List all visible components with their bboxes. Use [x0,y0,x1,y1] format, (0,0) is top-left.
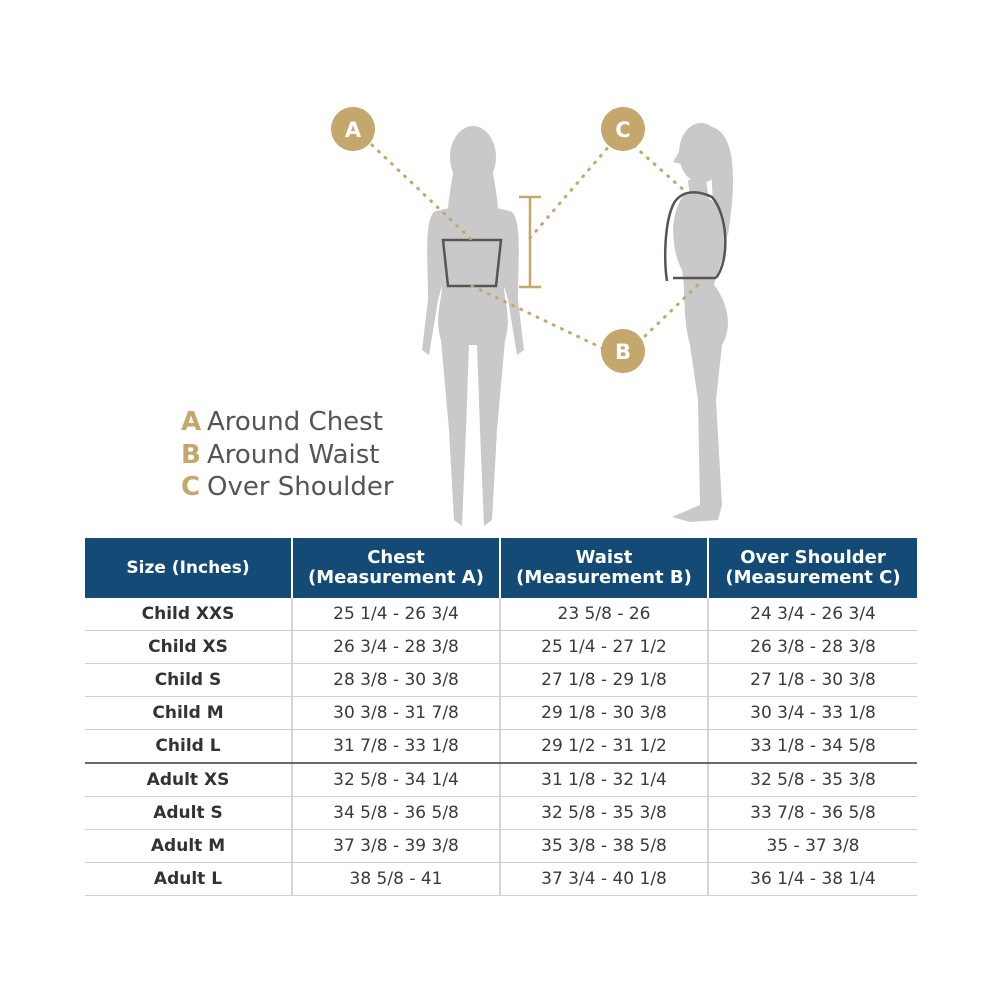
table-row: Child XXS 25 1/4 - 26 3/4 23 5/8 - 26 24… [85,598,917,631]
shoulder-outline [664,191,727,282]
waist-cell: 29 1/2 - 31 1/2 [499,729,708,764]
header-chest: Chest (Measurement A) [291,538,500,598]
legend-key: B [181,439,201,470]
size-cell: Child M [85,696,292,730]
table-header-row: Size (Inches) Chest (Measurement A) Waist… [85,538,917,598]
size-cell: Child L [85,729,292,764]
chest-cell: 38 5/8 - 41 [291,862,500,896]
table-row: Adult XS 32 5/8 - 34 1/4 31 1/8 - 32 1/4… [85,763,917,797]
legend-item-waist: B Around Waist [181,439,394,472]
table-row: Child S 28 3/8 - 30 3/8 27 1/8 - 29 1/8 … [85,663,917,697]
size-cell: Adult L [85,862,292,896]
shoulder-cell: 36 1/4 - 38 1/4 [707,862,917,896]
header-size-label: Size (Inches) [126,558,250,578]
waist-cell: 23 5/8 - 26 [499,598,708,631]
waist-bracket [519,195,541,289]
shoulder-cell: 33 1/8 - 34 5/8 [707,729,917,764]
shoulder-cell: 30 3/4 - 33 1/8 [707,696,917,730]
waist-cell: 29 1/8 - 30 3/8 [499,696,708,730]
side-silhouette [672,123,734,522]
size-cell: Child XS [85,630,292,664]
chest-cell: 28 3/8 - 30 3/8 [291,663,500,697]
chest-cell: 31 7/8 - 33 1/8 [291,729,500,764]
chest-cell: 37 3/8 - 39 3/8 [291,829,500,863]
legend-key: C [181,472,201,502]
legend-label: Around Chest [207,407,383,437]
header-chest-title: Chest [367,547,425,568]
header-chest-subtitle: (Measurement A) [308,567,484,588]
shoulder-cell: 26 3/8 - 28 3/8 [707,630,917,664]
table-row: Adult S 34 5/8 - 36 5/8 32 5/8 - 35 3/8 … [85,796,917,830]
marker-a-letter: A [345,118,362,142]
legend-label: Over Shoulder [207,472,394,502]
size-cell: Adult S [85,796,292,830]
table-row: Child L 31 7/8 - 33 1/8 29 1/2 - 31 1/2 … [85,729,917,764]
size-cell: Child XXS [85,598,292,631]
shoulder-cell: 32 5/8 - 35 3/8 [707,763,917,797]
table-row: Adult L 38 5/8 - 41 37 3/4 - 40 1/8 36 1… [85,862,917,896]
size-cell: Adult XS [85,763,292,797]
legend-item-chest: A Around Chest [181,406,394,439]
table-row: Child M 30 3/8 - 31 7/8 29 1/8 - 30 3/8 … [85,696,917,730]
size-cell: Adult M [85,829,292,863]
marker-b-circle [601,329,645,373]
header-waist-title: Waist [575,547,633,568]
chest-cell: 30 3/8 - 31 7/8 [291,696,500,730]
header-waist: Waist (Measurement B) [499,538,708,598]
waist-cell: 31 1/8 - 32 1/4 [499,763,708,797]
chest-cell: 34 5/8 - 36 5/8 [291,796,500,830]
waist-cell: 37 3/4 - 40 1/8 [499,862,708,896]
size-chart-table: Size (Inches) Chest (Measurement A) Waist… [85,538,917,896]
header-shoulder-subtitle: (Measurement C) [725,567,901,588]
marker-b: B [601,329,645,373]
front-silhouette [422,126,524,526]
size-cell: Child S [85,663,292,697]
waist-cell: 25 1/4 - 27 1/2 [499,630,708,664]
header-shoulder-title: Over Shoulder [740,547,886,568]
marker-a-circle [331,107,375,151]
marker-c: C [601,107,645,151]
measurement-diagram: A C B [331,107,734,526]
table-row: Adult M 37 3/8 - 39 3/8 35 3/8 - 38 5/8 … [85,829,917,863]
header-waist-subtitle: (Measurement B) [516,567,692,588]
legend-key: A [181,407,202,437]
table-row: Child XS 26 3/4 - 28 3/8 25 1/4 - 27 1/2… [85,630,917,664]
shoulder-cell: 27 1/8 - 30 3/8 [707,663,917,697]
chest-cell: 26 3/4 - 28 3/8 [291,630,500,664]
measurement-legend: A Around Chest B Around Waist C Over Should… [181,406,394,504]
waist-cell: 35 3/8 - 38 5/8 [499,829,708,863]
marker-c-letter: C [615,118,630,142]
legend-item-shoulder: C Over Shoulder [181,471,394,504]
marker-c-circle [601,107,645,151]
chest-cell: 25 1/4 - 26 3/4 [291,598,500,631]
chest-cell: 32 5/8 - 34 1/4 [291,763,500,797]
marker-b-letter: B [615,340,631,364]
shoulder-cell: 35 - 37 3/8 [707,829,917,863]
waist-cell: 32 5/8 - 35 3/8 [499,796,708,830]
header-shoulder: Over Shoulder (Measurement C) [707,538,917,598]
marker-a: A [331,107,375,151]
connector-lines [370,143,704,350]
shoulder-cell: 33 7/8 - 36 5/8 [707,796,917,830]
shoulder-cell: 24 3/4 - 26 3/4 [707,598,917,631]
waist-cell: 27 1/8 - 29 1/8 [499,663,708,697]
chest-outline [441,238,503,288]
legend-label: Around Waist [207,439,380,470]
header-size: Size (Inches) [85,538,292,598]
